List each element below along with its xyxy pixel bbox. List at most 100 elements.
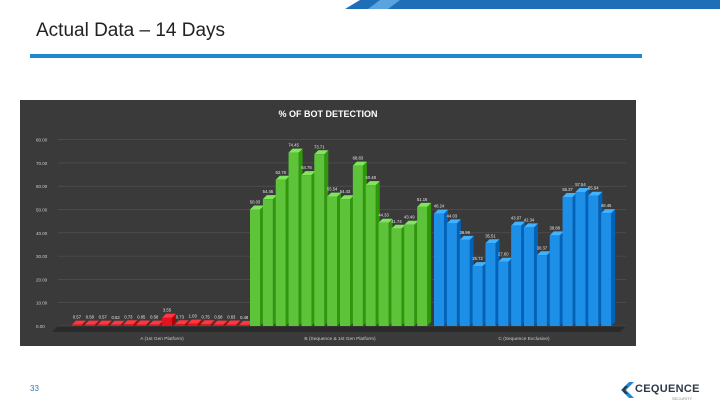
bar-side bbox=[120, 320, 125, 326]
bar-top bbox=[200, 320, 215, 325]
bar bbox=[365, 185, 376, 326]
data-label: 51.16 bbox=[417, 197, 428, 202]
data-label: 54.43 bbox=[340, 189, 351, 194]
data-label: 0.58 bbox=[86, 315, 95, 320]
bar bbox=[187, 323, 198, 326]
category-label: A (1st Gen Platform) bbox=[140, 336, 184, 342]
bar-top bbox=[314, 150, 329, 155]
bar-top bbox=[84, 320, 99, 325]
data-label: 48.45 bbox=[601, 203, 612, 208]
bar bbox=[459, 239, 470, 326]
data-label: 1.03 bbox=[189, 314, 198, 319]
bar bbox=[562, 197, 573, 326]
bar-top bbox=[262, 195, 277, 200]
bar bbox=[250, 209, 261, 326]
bar bbox=[239, 324, 250, 326]
y-tick-label: 70.00 bbox=[36, 161, 48, 166]
bar bbox=[434, 213, 445, 326]
bar-side bbox=[427, 202, 432, 326]
page-number: 33 bbox=[30, 384, 39, 393]
bar-top bbox=[575, 187, 590, 192]
logo-wordmark: CEQUENCE bbox=[635, 383, 700, 395]
bar-top bbox=[250, 205, 265, 210]
bar bbox=[417, 206, 428, 326]
bar bbox=[123, 324, 134, 326]
bar-top bbox=[327, 192, 342, 197]
data-label: 73.71 bbox=[314, 144, 325, 149]
bar bbox=[213, 324, 224, 326]
bar-top bbox=[239, 320, 254, 325]
bar-side bbox=[210, 320, 215, 326]
bar bbox=[575, 191, 586, 326]
data-label: 0.73 bbox=[176, 314, 185, 319]
data-label: 27.60 bbox=[498, 252, 509, 257]
bar bbox=[549, 235, 560, 326]
bar-top bbox=[524, 223, 539, 228]
bar-top bbox=[226, 320, 241, 325]
data-label: 41.74 bbox=[391, 219, 402, 224]
data-label: 42.34 bbox=[524, 217, 535, 222]
bar-top bbox=[404, 220, 419, 225]
cequence-chevron-icon bbox=[621, 382, 634, 398]
bar bbox=[174, 324, 185, 326]
bar bbox=[275, 179, 286, 326]
top-accent-band bbox=[0, 0, 720, 9]
bar-top bbox=[352, 161, 367, 166]
bar bbox=[391, 228, 402, 326]
bar-top bbox=[97, 320, 112, 325]
bar bbox=[601, 213, 612, 326]
data-label: 0.58 bbox=[150, 315, 159, 320]
y-tick-label: 60.00 bbox=[36, 184, 48, 189]
bar-top bbox=[536, 251, 551, 256]
bar-top bbox=[434, 209, 449, 214]
y-tick-label: 0.00 bbox=[36, 324, 45, 329]
y-tick-label: 10.00 bbox=[36, 301, 48, 306]
bar-top bbox=[498, 257, 513, 262]
bar bbox=[226, 324, 237, 326]
data-label: 0.52 bbox=[112, 315, 121, 320]
bar-side bbox=[146, 320, 151, 326]
bar bbox=[536, 255, 547, 326]
bar bbox=[511, 225, 522, 326]
bar bbox=[352, 165, 363, 326]
data-label: 35.51 bbox=[485, 233, 496, 238]
bar bbox=[472, 266, 483, 326]
bar-side bbox=[133, 320, 138, 326]
data-label: 54.46 bbox=[263, 189, 274, 194]
bar-side bbox=[94, 320, 99, 326]
data-label: 3.55 bbox=[163, 308, 172, 313]
bar bbox=[136, 324, 147, 326]
bar-top bbox=[162, 313, 177, 318]
chart-floor bbox=[52, 326, 626, 332]
bar bbox=[524, 227, 535, 326]
bar-top bbox=[472, 262, 487, 267]
bar bbox=[588, 195, 599, 326]
y-tick-label: 50.00 bbox=[36, 208, 48, 213]
bar-side bbox=[172, 313, 177, 326]
bar-top bbox=[174, 320, 189, 325]
bar-side bbox=[611, 209, 616, 326]
data-label: 25.72 bbox=[472, 256, 483, 261]
bar-top bbox=[485, 239, 500, 244]
data-label: 43.49 bbox=[404, 215, 415, 220]
data-label: 55.54 bbox=[327, 187, 338, 192]
bot-detection-chart: % OF BOT DETECTION 0.00 10.00 20.00 30.00 40.… bbox=[20, 100, 636, 346]
bar-top bbox=[378, 218, 393, 223]
bar-top bbox=[72, 320, 87, 325]
data-label: 0.75 bbox=[202, 314, 211, 319]
bar-top bbox=[511, 221, 526, 226]
data-label: 30.37 bbox=[537, 245, 548, 250]
data-label: 44.03 bbox=[447, 213, 458, 218]
bar-side bbox=[184, 320, 189, 326]
data-label: 60.48 bbox=[365, 175, 376, 180]
data-label: 50.03 bbox=[250, 199, 261, 204]
bar bbox=[288, 152, 299, 326]
bar bbox=[340, 199, 351, 326]
title-divider bbox=[30, 54, 642, 58]
bar-top bbox=[275, 175, 290, 180]
bar bbox=[301, 175, 312, 326]
bar-top bbox=[459, 235, 474, 240]
data-label: 62.78 bbox=[275, 170, 286, 175]
bar bbox=[404, 224, 415, 326]
bar-top bbox=[110, 320, 125, 325]
